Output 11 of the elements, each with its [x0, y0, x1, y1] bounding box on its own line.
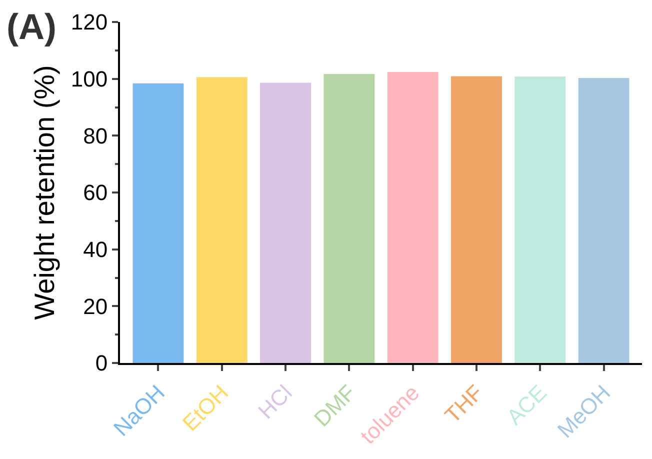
y-tick-label: 0 [95, 350, 108, 376]
chart-title: (A) [6, 6, 57, 47]
y-tick-label: 120 [70, 10, 108, 35]
y-tick-label: 60 [83, 180, 108, 206]
y-tick-label: 40 [83, 237, 108, 262]
y-axis-title: Weight retention (%) [29, 65, 60, 320]
y-tick-label: 80 [83, 123, 108, 148]
y-tick-label: 100 [70, 66, 108, 92]
x-tick-label: THF [440, 380, 488, 428]
x-tick-label: HCl [253, 380, 297, 424]
y-tick-label: 20 [83, 294, 108, 319]
